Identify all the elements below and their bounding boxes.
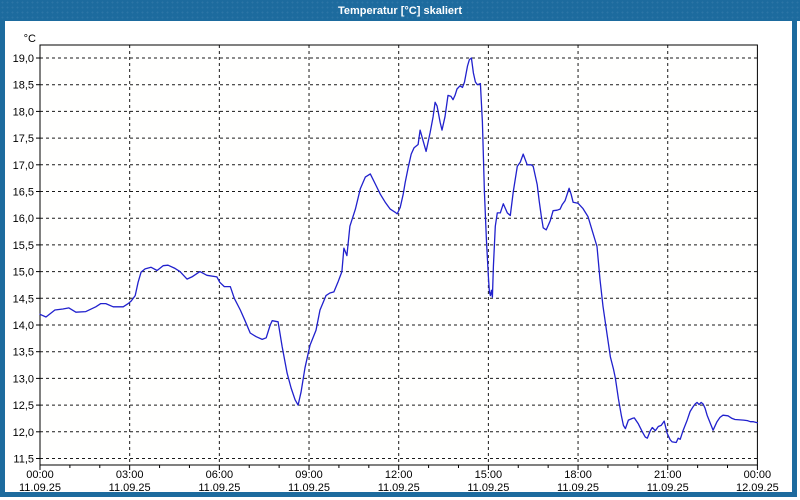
y-tick-label: 15,5 [13,240,34,252]
x-tick-time-label: 06:00 [206,469,234,481]
window-border-left [0,21,5,497]
x-tick-time-label: 12:00 [385,469,413,481]
x-tick-date-label: 11.09.25 [198,482,240,494]
x-tick-date-label: 11.09.25 [109,482,151,494]
window-border-right [792,21,797,497]
y-tick-label: 12,0 [13,427,34,439]
y-tick-label: 14,0 [13,320,34,332]
y-tick-label: 12,5 [13,400,34,412]
y-axis-unit-label: °C [24,33,36,45]
x-tick-date-label: 11.09.25 [647,482,689,494]
y-tick-label: 13,5 [13,347,34,359]
x-tick-date-label: 11.09.25 [467,482,509,494]
y-tick-label: 16,0 [13,213,34,225]
y-tick-label: 18,0 [13,106,34,118]
x-tick-time-label: 00:00 [26,469,54,481]
y-tick-label: 17,5 [13,133,34,145]
y-tick-label: 11,5 [13,454,34,466]
y-tick-label: 19,0 [13,53,34,65]
y-tick-label: 14,5 [13,293,34,305]
y-tick-label: 15,0 [13,267,34,279]
plot-frame [39,44,758,466]
x-tick-time-label: 18:00 [564,469,592,481]
x-tick-time-label: 21:00 [654,469,682,481]
y-tick-label: 17,0 [13,160,34,172]
y-tick-label: 16,5 [13,187,34,199]
title-bar[interactable]: Temperatur [°C] skaliert [0,0,800,21]
x-tick-date-label: 11.09.25 [19,482,61,494]
x-tick-date-label: 12.09.25 [736,482,779,494]
x-tick-time-label: 00:00 [744,469,772,481]
x-tick-date-label: 11.09.25 [288,482,330,494]
x-tick-time-label: 03:00 [116,469,144,481]
y-tick-label: 18,5 [13,80,34,92]
x-tick-time-label: 09:00 [295,469,323,481]
x-tick-date-label: 11.09.25 [557,482,599,494]
window-border-bottom [0,492,797,497]
window-title: Temperatur [°C] skaliert [337,4,462,17]
x-tick-date-label: 11.09.25 [378,482,420,494]
temperature-line [39,57,759,444]
x-tick-time-label: 15:00 [475,469,503,481]
y-tick-label: 13,0 [13,373,34,385]
